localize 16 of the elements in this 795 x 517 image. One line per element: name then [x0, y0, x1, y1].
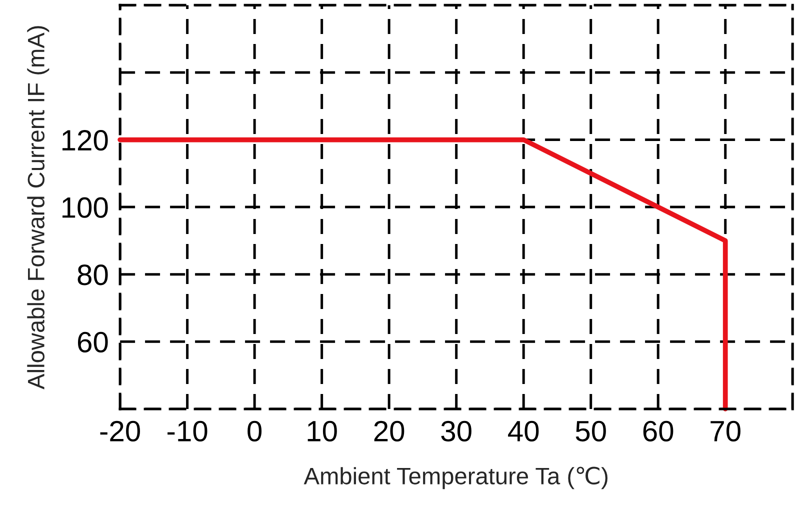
x-tick-label: 30 [441, 420, 472, 442]
x-tick-label: -10 [168, 420, 208, 442]
x-tick-label: 60 [643, 420, 674, 442]
x-axis-title: Ambient Temperature Ta (℃) [304, 466, 608, 490]
y-tick-label: 120 [62, 130, 108, 151]
x-tick-label: 70 [710, 420, 740, 442]
x-tick-label: 0 [248, 420, 262, 442]
y-tick-label: 80 [78, 264, 108, 286]
x-tick-label: 20 [374, 420, 404, 442]
y-tick-label: 100 [62, 197, 108, 218]
y-axis-title: Allowable Forward Current IF (mA) [27, 26, 50, 390]
x-tick-label: 10 [308, 420, 337, 442]
x-tick-label: 40 [508, 420, 539, 442]
y-tick-label: 60 [78, 332, 108, 353]
x-tick-label: -20 [100, 420, 140, 442]
x-tick-label: 50 [576, 420, 606, 442]
